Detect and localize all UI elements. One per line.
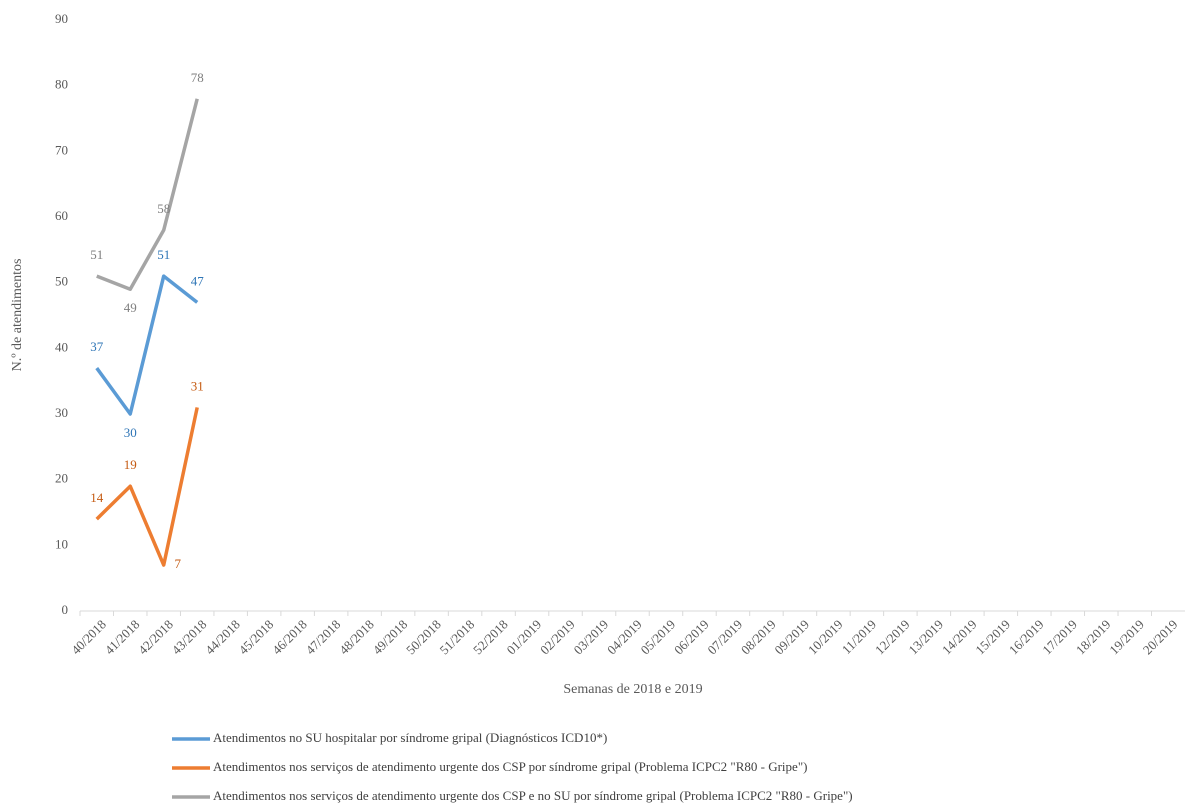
x-tick-label: 19/2019	[1106, 617, 1147, 658]
x-tick-label: 03/2019	[570, 617, 611, 658]
x-tick-label: 45/2018	[236, 617, 277, 658]
data-label: 30	[124, 425, 137, 440]
data-label: 31	[191, 378, 204, 393]
x-tick-label: 46/2018	[269, 617, 310, 658]
y-tick-label: 10	[55, 536, 68, 551]
x-tick-label: 01/2019	[504, 617, 545, 658]
x-tick-label: 20/2019	[1140, 617, 1181, 658]
x-tick-label: 49/2018	[370, 617, 411, 658]
legend-label: Atendimentos nos serviços de atendimento…	[213, 788, 853, 803]
x-tick-label: 47/2018	[303, 617, 344, 658]
y-tick-label: 60	[55, 208, 68, 223]
x-tick-label: 43/2018	[169, 617, 210, 658]
data-label: 78	[191, 70, 204, 85]
x-tick-label: 18/2019	[1073, 617, 1114, 658]
x-tick-label: 17/2019	[1039, 617, 1080, 658]
legend-label: Atendimentos no SU hospitalar por síndro…	[213, 730, 607, 745]
x-tick-label: 06/2019	[671, 617, 712, 658]
y-tick-label: 20	[55, 471, 68, 486]
x-tick-label: 41/2018	[102, 617, 143, 658]
x-tick-label: 16/2019	[1006, 617, 1047, 658]
data-label: 49	[124, 300, 137, 315]
x-tick-label: 15/2019	[972, 617, 1013, 658]
x-tick-label: 14/2019	[939, 617, 980, 658]
data-label: 7	[174, 556, 181, 571]
data-label: 58	[157, 201, 170, 216]
x-tick-label: 10/2019	[805, 617, 846, 658]
series-line	[95, 407, 199, 567]
y-tick-label: 90	[55, 11, 68, 26]
series-line	[96, 98, 199, 291]
x-tick-label: 07/2019	[704, 617, 745, 658]
x-axis-title: Semanas de 2018 e 2019	[563, 682, 702, 697]
x-tick-label: 52/2018	[470, 617, 511, 658]
y-tick-label: 50	[55, 274, 68, 289]
x-tick-label: 09/2019	[771, 617, 812, 658]
x-tick-label: 12/2019	[872, 617, 913, 658]
y-axis-title: N.º de atendimentos	[10, 259, 25, 372]
x-tick-label: 40/2018	[68, 617, 109, 658]
y-tick-label: 80	[55, 77, 68, 92]
data-label: 19	[124, 457, 137, 472]
y-tick-label: 0	[62, 602, 69, 617]
x-tick-label: 02/2019	[537, 617, 578, 658]
x-tick-label: 50/2018	[403, 617, 444, 658]
x-tick-label: 48/2018	[336, 617, 377, 658]
legend-label: Atendimentos nos serviços de atendimento…	[213, 759, 807, 774]
y-tick-label: 30	[55, 405, 68, 420]
y-tick-label: 40	[55, 339, 68, 354]
data-label: 37	[90, 339, 104, 354]
data-label: 14	[90, 490, 104, 505]
y-tick-label: 70	[55, 142, 68, 157]
x-tick-label: 05/2019	[637, 617, 678, 658]
x-tick-label: 11/2019	[839, 617, 879, 657]
x-tick-label: 13/2019	[905, 617, 946, 658]
x-tick-label: 51/2018	[437, 617, 478, 658]
x-tick-label: 42/2018	[135, 617, 176, 658]
data-label: 51	[157, 247, 170, 262]
data-label: 47	[191, 273, 205, 288]
data-label: 51	[90, 247, 103, 262]
x-tick-label: 08/2019	[738, 617, 779, 658]
x-tick-label: 44/2018	[202, 617, 243, 658]
x-tick-label: 04/2019	[604, 617, 645, 658]
series-line	[95, 274, 199, 416]
